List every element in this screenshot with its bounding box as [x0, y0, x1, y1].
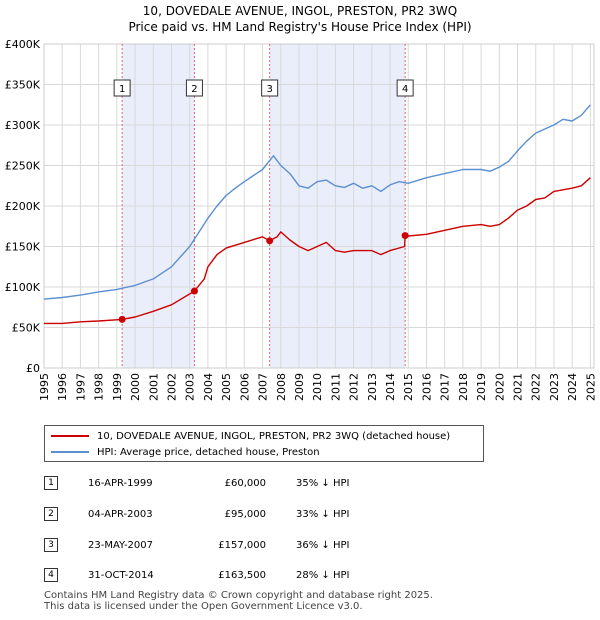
x-tick-label: 2004 [202, 373, 215, 401]
x-tick-label: 2001 [147, 373, 160, 401]
x-tick-label: 2009 [293, 373, 306, 401]
transaction-price: £163,500 [218, 570, 266, 581]
y-tick-label: £0 [26, 362, 40, 375]
y-tick-label: £200K [5, 200, 41, 213]
x-tick-label: 2005 [220, 373, 233, 401]
transaction-price: £157,000 [218, 540, 266, 551]
table-row: 2 04-APR-2003 £95,000 33% ↓ HPI [44, 505, 564, 525]
x-tick-label: 2012 [348, 373, 361, 401]
table-row: 1 16-APR-1999 £60,000 35% ↓ HPI [44, 474, 564, 494]
sale-label: 1 [119, 84, 125, 95]
y-tick-label: £150K [5, 241, 41, 254]
x-tick-label: 2019 [475, 373, 488, 401]
transaction-hpi-diff: 36% ↓ HPI [296, 540, 350, 551]
x-tick-label: 1995 [38, 373, 51, 401]
transaction-date: 23-MAY-2007 [88, 540, 154, 551]
transaction-date: 16-APR-1999 [88, 478, 153, 489]
x-tick-label: 2002 [165, 373, 178, 401]
x-tick-label: 2011 [329, 373, 342, 401]
transaction-number: 1 [44, 476, 58, 490]
legend: 10, DOVEDALE AVENUE, INGOL, PRESTON, PR2… [44, 425, 484, 462]
sale-label-box [261, 79, 279, 97]
y-tick-label: £400K [5, 38, 41, 51]
transaction-number: 4 [44, 568, 58, 582]
hpi-line [43, 104, 591, 300]
transaction-number: 3 [44, 538, 58, 552]
x-tick-label: 1999 [111, 373, 124, 401]
x-tick-label: 2025 [584, 373, 597, 401]
y-tick-label: £250K [5, 160, 41, 173]
footer-copyright: Contains HM Land Registry data © Crown c… [44, 590, 433, 601]
y-tick-label: £300K [5, 119, 41, 132]
table-row: 3 23-MAY-2007 £157,000 36% ↓ HPI [44, 536, 564, 556]
price-chart: £0 £50K £100K £150K £200K £250K £300K £350K £400… [5, 38, 598, 401]
sale-label: 3 [266, 84, 272, 95]
legend-swatch-property [51, 435, 89, 437]
x-tick-label: 2024 [566, 373, 579, 401]
x-tick-label: 2018 [457, 373, 470, 401]
x-tick-label: 1996 [56, 373, 69, 401]
x-tick-label: 2022 [530, 373, 543, 401]
legend-item-property: 10, DOVEDALE AVENUE, INGOL, PRESTON, PR2… [51, 429, 450, 443]
x-tick-label: 2014 [384, 373, 397, 401]
y-tick-label: £100K [5, 281, 41, 294]
x-tick-label: 2021 [512, 373, 525, 401]
sale-point [401, 232, 409, 240]
x-tick-label: 1997 [74, 373, 87, 401]
sale-point [266, 237, 274, 245]
x-tick-label: 2010 [311, 373, 324, 401]
transaction-number: 2 [44, 507, 58, 521]
x-tick-label: 2007 [257, 373, 270, 401]
sale-label: 4 [402, 84, 408, 95]
x-tick-label: 2000 [129, 373, 142, 401]
transaction-date: 04-APR-2003 [88, 509, 153, 520]
x-tick-label: 2017 [439, 373, 452, 401]
chart-title: 10, DOVEDALE AVENUE, INGOL, PRESTON, PR2… [142, 4, 458, 18]
x-tick-label: 2016 [420, 373, 433, 401]
plot-border [43, 43, 595, 369]
x-tick-label: 2013 [366, 373, 379, 401]
x-tick-label: 2020 [493, 373, 506, 401]
sale-label-box [185, 79, 203, 97]
legend-swatch-hpi [51, 451, 89, 453]
x-tick-label: 2006 [238, 373, 251, 401]
transaction-hpi-diff: 35% ↓ HPI [296, 478, 350, 489]
y-tick-label: £350K [5, 79, 41, 92]
sale-label-box [396, 79, 414, 97]
footer-licence: This data is licensed under the Open Gov… [44, 601, 363, 612]
legend-label-hpi: HPI: Average price, detached house, Pres… [97, 446, 320, 458]
table-row: 4 31-OCT-2014 £163,500 28% ↓ HPI [44, 566, 564, 586]
legend-label-property: 10, DOVEDALE AVENUE, INGOL, PRESTON, PR2… [97, 430, 451, 442]
x-tick-label: 2015 [402, 373, 415, 401]
legend-item-hpi: HPI: Average price, detached house, Pres… [51, 445, 320, 459]
y-tick-label: £50K [12, 322, 41, 335]
sale-label: 2 [191, 84, 197, 95]
transaction-hpi-diff: 28% ↓ HPI [296, 570, 350, 581]
x-tick-label: 2008 [275, 373, 288, 401]
sale-point [118, 315, 126, 323]
sale-point [190, 287, 198, 295]
x-tick-label: 2003 [184, 373, 197, 401]
transaction-hpi-diff: 33% ↓ HPI [296, 509, 350, 520]
transaction-date: 31-OCT-2014 [88, 570, 154, 581]
transaction-price: £60,000 [224, 478, 266, 489]
sale-label-box [113, 79, 131, 97]
chart-subtitle: Price paid vs. HM Land Registry's House … [128, 20, 472, 34]
x-tick-label: 1998 [93, 373, 106, 401]
transaction-price: £95,000 [224, 509, 266, 520]
property-price-line [44, 177, 591, 325]
x-tick-label: 2023 [548, 373, 561, 401]
